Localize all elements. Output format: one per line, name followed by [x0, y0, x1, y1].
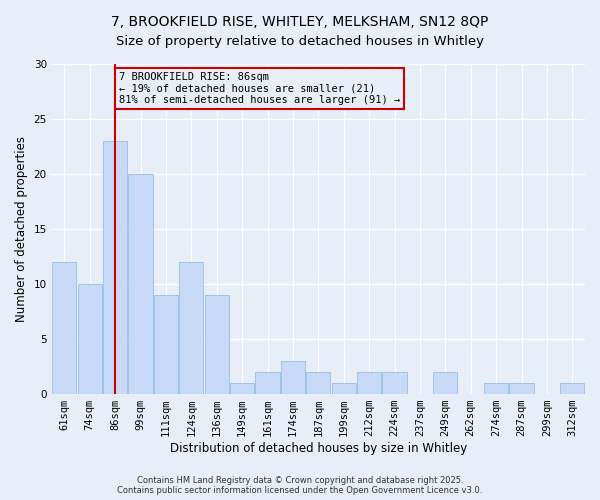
Text: 7 BROOKFIELD RISE: 86sqm
← 19% of detached houses are smaller (21)
81% of semi-d: 7 BROOKFIELD RISE: 86sqm ← 19% of detach…	[119, 72, 400, 105]
Text: Contains HM Land Registry data © Crown copyright and database right 2025.
Contai: Contains HM Land Registry data © Crown c…	[118, 476, 482, 495]
Bar	[154, 295, 178, 394]
Bar	[433, 372, 457, 394]
Bar	[306, 372, 331, 394]
Bar	[484, 383, 508, 394]
Bar	[52, 262, 76, 394]
Bar	[230, 383, 254, 394]
Bar	[560, 383, 584, 394]
Bar	[179, 262, 203, 394]
Y-axis label: Number of detached properties: Number of detached properties	[15, 136, 28, 322]
X-axis label: Distribution of detached houses by size in Whitley: Distribution of detached houses by size …	[170, 442, 467, 455]
Bar	[332, 383, 356, 394]
Text: 7, BROOKFIELD RISE, WHITLEY, MELKSHAM, SN12 8QP: 7, BROOKFIELD RISE, WHITLEY, MELKSHAM, S…	[112, 15, 488, 29]
Bar	[281, 361, 305, 394]
Bar	[128, 174, 152, 394]
Bar	[357, 372, 381, 394]
Text: Size of property relative to detached houses in Whitley: Size of property relative to detached ho…	[116, 35, 484, 48]
Bar	[382, 372, 407, 394]
Bar	[509, 383, 533, 394]
Bar	[77, 284, 102, 394]
Bar	[103, 141, 127, 394]
Bar	[256, 372, 280, 394]
Bar	[205, 295, 229, 394]
